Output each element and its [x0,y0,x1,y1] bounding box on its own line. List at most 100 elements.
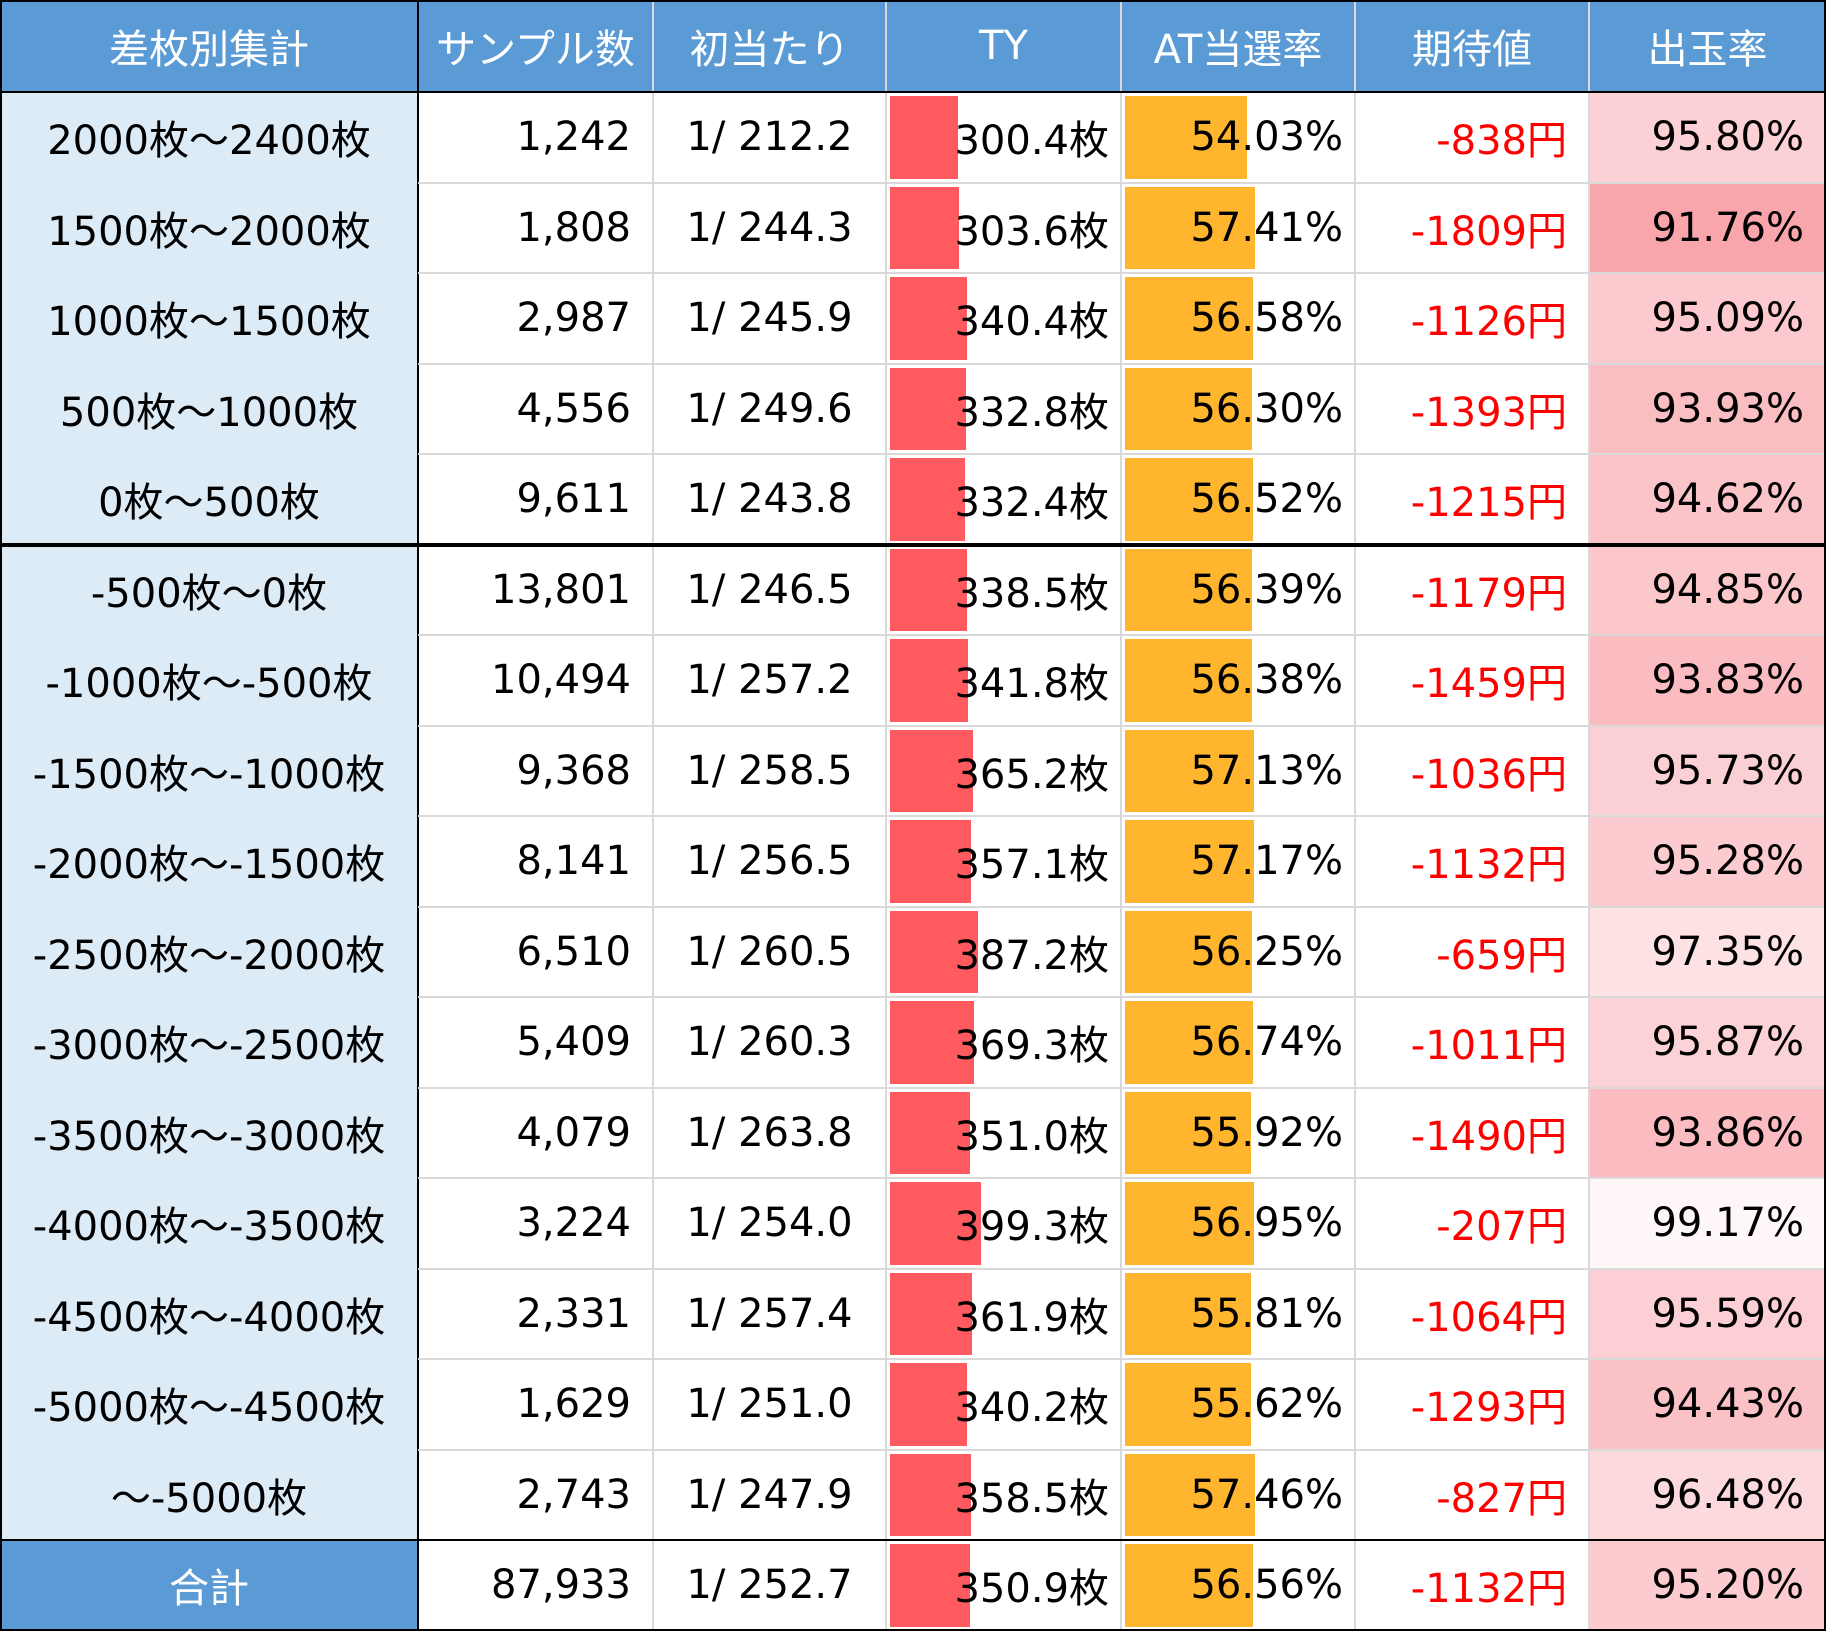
row-expected-value: -827円 [1355,1449,1589,1540]
row-expected-value: -1179円 [1355,544,1589,635]
total-at-bar [1125,1544,1253,1627]
row-at-bar [1125,1363,1251,1446]
row-expected-value: -1459円 [1355,635,1589,726]
row-ty-value: 361.9枚 [954,1294,1109,1341]
row-ty-value: 357.1枚 [954,842,1109,889]
row-payout-rate: 95.28% [1589,816,1826,907]
row-at-bar [1125,367,1252,450]
row-at-value: 57.13% [1190,747,1343,794]
row-ty-bar [890,548,967,631]
row-samples: 9,611 [418,454,653,545]
row-first-hit: 1/ 258.5 [653,725,886,816]
row-first-hit: 1/ 245.9 [653,273,886,364]
row-samples: 5,409 [418,997,653,1088]
row-range-label: -1000枚～-500枚 [0,635,418,726]
separator-line [0,1539,1826,1541]
row-range-label: -1500枚～-1000枚 [0,725,418,816]
row-at-value: 56.30% [1190,385,1343,432]
row-samples: 2,331 [418,1268,653,1359]
row-at-value: 56.74% [1190,1019,1343,1066]
total-samples: 87,933 [418,1540,653,1631]
total-at-value: 56.56% [1190,1562,1343,1609]
row-at-value: 56.58% [1190,295,1343,342]
row-range-label: 500枚～1000枚 [0,363,418,454]
row-expected-value: -1293円 [1355,1359,1589,1450]
row-ty-value: 303.6枚 [954,208,1109,255]
row-first-hit: 1/ 254.0 [653,1178,886,1269]
row-ty-value: 340.4枚 [954,299,1109,346]
row-ty-value: 332.4枚 [954,480,1109,527]
row-range-label: -3500枚～-3000枚 [0,1087,418,1178]
row-ty-value: 369.3枚 [954,1023,1109,1070]
row-payout-rate: 96.48% [1589,1449,1826,1540]
row-samples: 8,141 [418,816,653,907]
row-first-hit: 1/ 257.4 [653,1268,886,1359]
row-ty-bar [890,1453,971,1536]
row-at-bar [1125,820,1254,903]
row-expected-value: -1064円 [1355,1268,1589,1359]
row-at-value: 55.92% [1190,1109,1343,1156]
row-samples: 3,224 [418,1178,653,1269]
row-ty-bar [890,277,967,360]
row-ty-bar [890,820,971,903]
header-payout: 出玉率 [1589,0,1826,92]
row-first-hit: 1/ 244.3 [653,182,886,273]
row-ty-value: 358.5枚 [954,1475,1109,1522]
row-at-value: 56.52% [1190,476,1343,523]
grid-line [418,634,1826,636]
row-first-hit: 1/ 257.2 [653,635,886,726]
row-samples: 1,629 [418,1359,653,1450]
row-samples: 4,556 [418,363,653,454]
row-range-label: ～-5000枚 [0,1449,418,1540]
grid-line [418,1177,1826,1179]
row-at-value: 57.17% [1190,838,1343,885]
row-ty-bar [890,1182,981,1265]
row-at-bar [1125,639,1252,722]
total-range-label: 合計 [0,1540,418,1631]
row-range-label: 1500枚～2000枚 [0,182,418,273]
grid-line [418,362,1826,365]
row-samples: 2,743 [418,1449,653,1540]
grid-line [418,1358,1826,1360]
row-at-value: 57.46% [1190,1471,1343,1518]
row-payout-rate: 93.93% [1589,363,1826,454]
row-ty-value: 332.8枚 [954,389,1109,436]
row-at-bar [1125,1272,1251,1355]
row-samples: 2,987 [418,273,653,364]
row-expected-value: -1036円 [1355,725,1589,816]
grid-line [418,272,1826,274]
row-first-hit: 1/ 251.0 [653,1359,886,1450]
row-expected-value: -659円 [1355,906,1589,997]
row-range-label: -2000枚～-1500枚 [0,816,418,907]
row-at-bar [1125,186,1255,269]
row-payout-rate: 95.80% [1589,92,1826,183]
row-ty-bar [890,1001,974,1084]
grid-line [418,453,1826,455]
row-range-label: -2500枚～-2000枚 [0,906,418,997]
row-payout-rate: 95.59% [1589,1268,1826,1359]
row-first-hit: 1/ 263.8 [653,1087,886,1178]
row-samples: 10,494 [418,635,653,726]
total-ty-value: 350.9枚 [954,1566,1109,1613]
row-ty-value: 387.2枚 [954,932,1109,979]
row-first-hit: 1/ 247.9 [653,1449,886,1540]
row-ty-bar [890,367,966,450]
row-at-bar [1125,548,1252,631]
row-range-label: 1000枚～1500枚 [0,273,418,364]
row-range-label: 0枚～500枚 [0,454,418,545]
row-at-bar [1125,1091,1251,1174]
grid-line [418,724,1826,727]
total-expected-value: -1132円 [1355,1540,1589,1631]
row-at-value: 56.25% [1190,928,1343,975]
row-first-hit: 1/ 212.2 [653,92,886,183]
total-first-hit: 1/ 252.7 [653,1540,886,1631]
grid-line [418,905,1826,908]
row-payout-rate: 95.09% [1589,273,1826,364]
row-ty-bar [890,458,965,541]
row-payout-rate: 93.83% [1589,635,1826,726]
row-payout-rate: 94.62% [1589,454,1826,545]
row-at-bar [1125,458,1253,541]
row-payout-rate: 97.35% [1589,906,1826,997]
row-expected-value: -1490円 [1355,1087,1589,1178]
row-payout-rate: 91.76% [1589,182,1826,273]
